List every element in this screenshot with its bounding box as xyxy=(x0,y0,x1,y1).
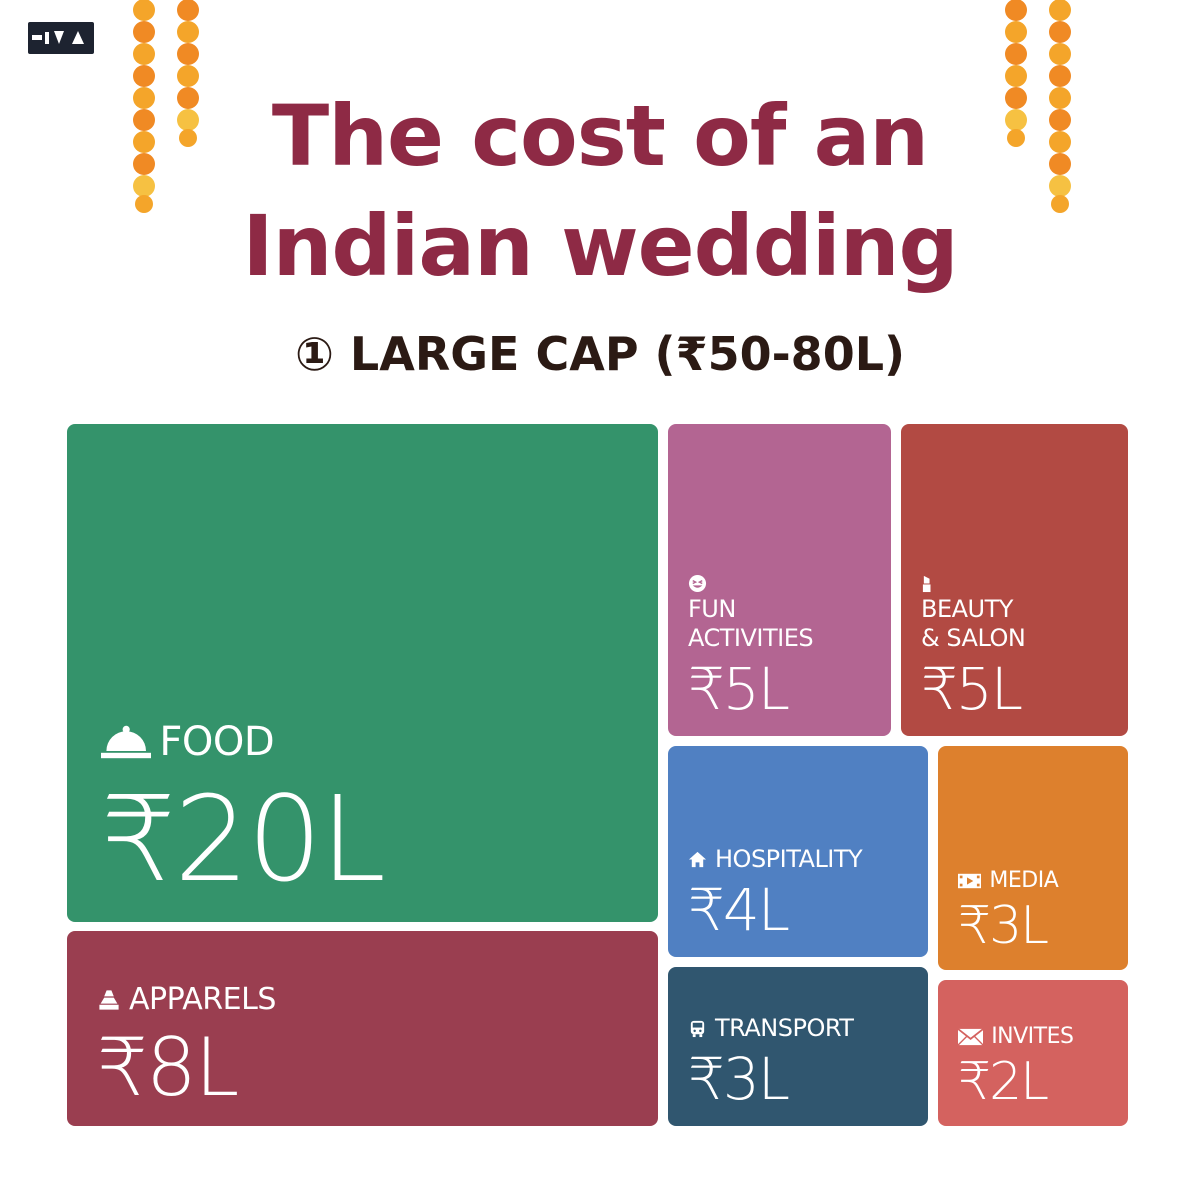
treemap-tile-hospitality: HOSPITALITY ₹4L xyxy=(668,746,928,957)
treemap-tile-apparels: APPARELS ₹8L xyxy=(67,931,658,1126)
page-title-line1: The cost of an xyxy=(271,87,929,185)
lipstick-icon xyxy=(921,574,932,593)
brand-logo-icon xyxy=(28,22,94,54)
tile-label: HOSPITALITY xyxy=(715,845,863,874)
marigold-garland-left xyxy=(133,0,199,213)
tile-value: ₹3L xyxy=(958,896,1049,956)
fabric-icon xyxy=(97,988,121,1012)
food-cloche-icon xyxy=(101,724,152,760)
tile-value: ₹5L xyxy=(921,655,1023,723)
bus-icon xyxy=(688,1019,707,1038)
tile-value: ₹4L xyxy=(688,876,790,944)
tile-label: FOOD xyxy=(159,719,275,765)
house-icon xyxy=(688,850,707,869)
treemap-tile-media: MEDIA ₹3L xyxy=(938,746,1128,970)
film-icon xyxy=(958,872,982,890)
treemap-tile-beauty: BEAUTY & SALON ₹5L xyxy=(901,424,1128,736)
laughing-face-icon xyxy=(688,574,707,593)
tile-value: ₹8L xyxy=(97,1021,239,1114)
treemap-tile-transport: TRANSPORT ₹3L xyxy=(668,967,928,1126)
marigold-garland-right xyxy=(1005,0,1071,213)
tile-label: BEAUTY & SALON xyxy=(921,595,1026,653)
page-title-line2: Indian wedding xyxy=(242,197,958,295)
tile-value: ₹2L xyxy=(958,1052,1049,1112)
tile-label: TRANSPORT xyxy=(715,1014,854,1043)
tile-label: INVITES xyxy=(991,1023,1074,1049)
tile-label: FUN ACTIVITIES xyxy=(688,595,814,653)
treemap-tile-invites: INVITES ₹2L xyxy=(938,980,1128,1126)
tile-label: APPARELS xyxy=(129,982,276,1017)
tile-label: MEDIA xyxy=(989,867,1059,893)
tile-value: ₹5L xyxy=(688,655,790,723)
envelope-icon xyxy=(958,1027,984,1046)
tile-value: ₹20L xyxy=(101,770,386,908)
treemap-tile-food: FOOD ₹20L xyxy=(67,424,658,922)
page-subtitle: ① LARGE CAP (₹50-80L) xyxy=(294,327,906,381)
tile-value: ₹3L xyxy=(688,1045,790,1113)
treemap-tile-fun: FUN ACTIVITIES ₹5L xyxy=(668,424,891,736)
